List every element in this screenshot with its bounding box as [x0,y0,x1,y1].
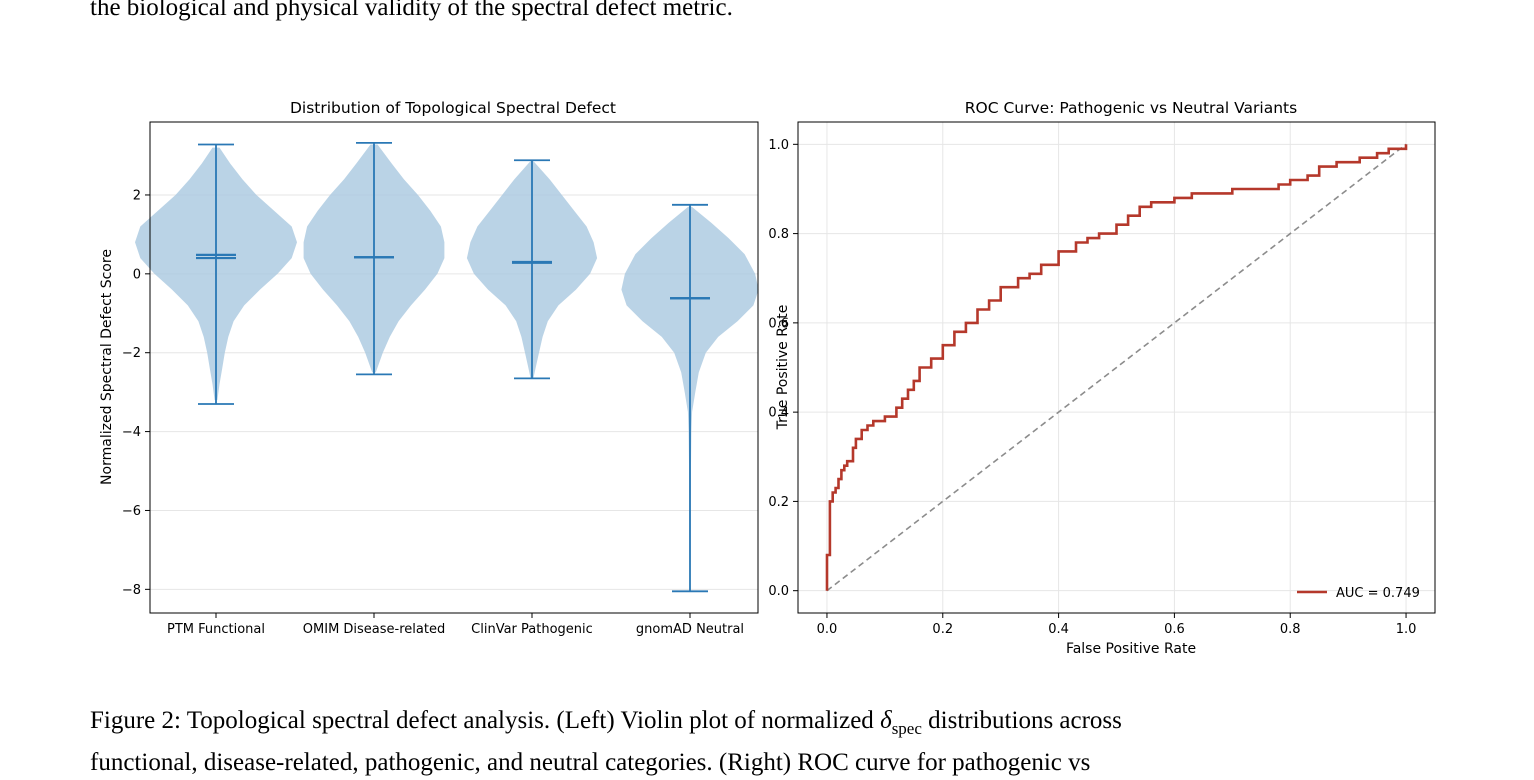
caption-symbol: δ [880,707,892,734]
left-y-axis-label: Normalized Spectral Defect Score [99,249,115,485]
right-y-tick-label: 1.0 [768,138,789,153]
right-x-tick-label: 0.4 [1048,622,1069,637]
violin-bodies [135,144,759,590]
right-x-axis-label: False Positive Rate [1066,641,1196,657]
left-x-tick-label: PTM Functional [167,622,265,637]
left-axes-frame [149,121,759,614]
caption-subscript: spec [891,719,922,738]
right-y-tick-label: 0.6 [768,316,789,331]
right-y-tick-label: 0.8 [768,227,789,242]
roc-curve-line [825,144,1408,591]
caption-line-1: Figure 2: Topological spectral defect an… [90,704,1450,746]
right-y-tick-label: 0.4 [768,406,789,421]
caption-text-a: Figure 2: Topological spectral defect an… [90,707,881,734]
roc-curve-plot: 0.0 0.2 0.4 0.6 0.8 1.0 0.0 0.2 0.4 0.6 0.8 1.0 RO… [768,99,1436,657]
right-y-axis-label: True Positive Rate [775,305,791,431]
right-chart-title: ROC Curve: Pathogenic vs Neutral Variant… [965,99,1297,117]
left-y-tick-label: −4 [122,425,141,440]
figure-caption: Figure 2: Topological spectral defect an… [90,704,1450,780]
right-x-tick-label: 1.0 [1396,622,1417,637]
right-y-tick-label: 0.0 [768,584,789,599]
left-y-tick-label: −2 [122,346,141,361]
chance-diagonal-line [826,143,1407,592]
right-y-ticks: 0.0 0.2 0.4 0.6 0.8 1.0 [768,138,798,599]
figure-2: 2 0 −2 −4 −6 −8 PTM Functional OMIM Disease-re… [99,99,1436,657]
caption-text-b: distributions across [921,707,1122,734]
right-grid [798,122,1435,613]
right-x-tick-label: 0.2 [932,622,953,637]
left-x-tick-label: ClinVar Pathogenic [471,622,593,637]
roc-legend: AUC = 0.749 [1297,586,1420,601]
right-y-tick-label: 0.2 [768,495,789,510]
left-y-tick-label: −8 [122,583,141,598]
left-y-ticks: 2 0 −2 −4 −6 −8 [122,188,150,598]
violin-plot: 2 0 −2 −4 −6 −8 PTM Functional OMIM Disease-re… [99,99,759,637]
right-x-tick-label: 0.6 [1164,622,1185,637]
legend-label: AUC = 0.749 [1336,586,1420,601]
left-x-tick-label: OMIM Disease-related [303,622,445,637]
right-axes-frame [797,121,1436,614]
caption-line-2: functional, disease-related, pathogenic,… [90,749,1091,776]
left-y-tick-label: −6 [122,504,141,519]
right-x-ticks: 0.0 0.2 0.4 0.6 0.8 1.0 [817,613,1417,637]
violin-statistics [196,142,710,593]
right-x-tick-label: 0.0 [817,622,838,637]
left-y-tick-label: 2 [133,188,141,203]
left-x-ticks: PTM Functional OMIM Disease-related ClinVa… [167,613,744,637]
left-x-tick-label: gnomAD Neutral [636,622,744,637]
left-chart-title: Distribution of Topological Spectral Def… [290,99,616,117]
left-y-tick-label: 0 [133,267,141,282]
body-text-line: the biological and physical validity of … [90,0,733,21]
right-x-tick-label: 0.8 [1280,622,1301,637]
